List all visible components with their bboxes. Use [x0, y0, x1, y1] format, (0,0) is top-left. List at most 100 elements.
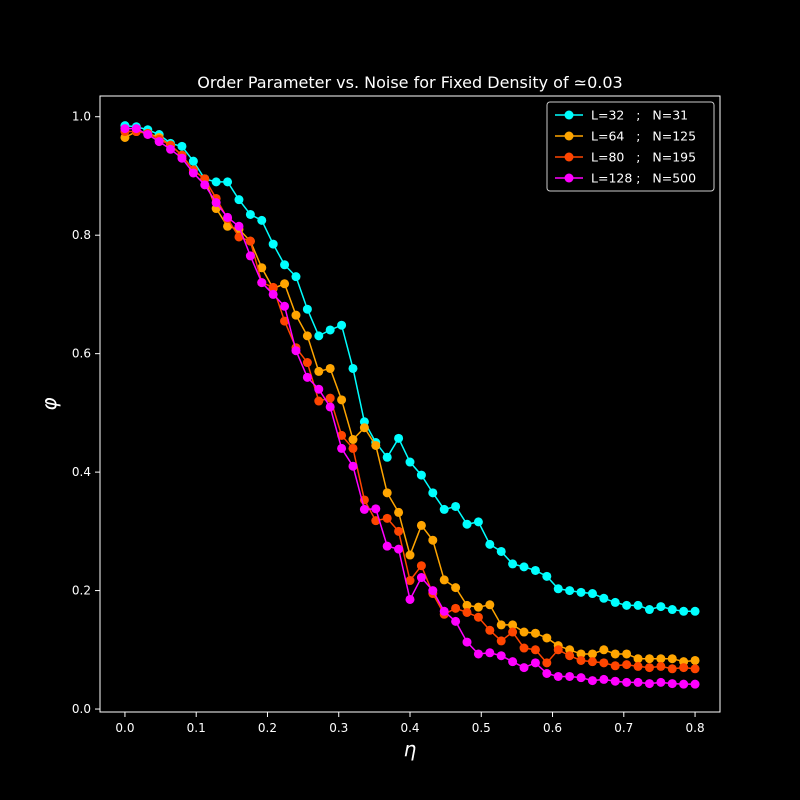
data-point: [325, 402, 335, 412]
data-point: [257, 215, 267, 225]
data-point: [302, 331, 312, 341]
data-point: [405, 457, 415, 467]
y-tick-label: 0.0: [72, 702, 91, 716]
data-point: [428, 535, 438, 545]
data-point: [382, 513, 392, 523]
data-point: [587, 676, 597, 686]
data-point: [473, 517, 483, 527]
data-point: [428, 488, 438, 498]
data-point: [462, 519, 472, 529]
data-point: [542, 633, 552, 643]
data-point: [359, 423, 369, 433]
data-point: [553, 584, 563, 594]
data-point: [496, 620, 506, 630]
y-tick-label: 0.4: [72, 465, 91, 479]
data-point: [496, 636, 506, 646]
data-point: [679, 606, 689, 616]
data-point: [485, 648, 495, 658]
data-point: [587, 589, 597, 599]
data-point: [302, 304, 312, 314]
data-point: [496, 546, 506, 556]
data-point: [679, 679, 689, 689]
data-point: [359, 504, 369, 514]
data-point: [291, 272, 301, 282]
data-point: [394, 544, 404, 554]
data-point: [633, 600, 643, 610]
data-point: [394, 526, 404, 536]
data-point: [542, 571, 552, 581]
data-point: [382, 488, 392, 498]
data-point: [280, 301, 290, 311]
data-point: [291, 346, 301, 356]
series-1: [120, 121, 700, 616]
data-point: [530, 645, 540, 655]
legend: L=32 ; N=31 L=64 ; N=125 L=80 ; N=195 L=128…: [546, 101, 715, 192]
data-point: [143, 130, 153, 139]
data-point: [394, 507, 404, 517]
x-tick-label: 0.1: [187, 721, 206, 735]
data-point: [223, 212, 233, 222]
data-point: [576, 673, 586, 683]
legend-label: L=64 ; N=125: [591, 129, 696, 144]
data-point: [576, 587, 586, 597]
data-point: [245, 251, 255, 261]
data-point: [679, 663, 689, 673]
x-axis-label: η: [404, 737, 417, 761]
data-point: [473, 649, 483, 659]
data-point: [291, 310, 301, 320]
data-point: [622, 600, 632, 610]
data-point: [599, 593, 609, 603]
data-point: [382, 452, 392, 462]
y-tick-label: 0.6: [72, 347, 91, 361]
data-point: [599, 674, 609, 684]
data-point: [610, 649, 620, 659]
x-axis: 0.0 0.1 0.2 0.3 0.4 0.5 0.6 0.7 0.8: [115, 712, 705, 735]
data-point: [462, 600, 472, 610]
data-point: [120, 124, 130, 134]
data-point: [587, 649, 597, 659]
data-point: [177, 141, 187, 151]
data-point: [530, 658, 540, 668]
data-point: [622, 649, 632, 659]
data-point: [667, 654, 677, 664]
data-point: [234, 232, 244, 242]
data-point: [166, 144, 176, 154]
x-tick-label: 0.7: [614, 721, 633, 735]
data-point: [690, 664, 700, 674]
data-point: [211, 198, 221, 208]
data-point: [416, 470, 426, 480]
series-layer: [120, 121, 700, 689]
data-point: [576, 649, 586, 659]
data-point: [268, 289, 278, 299]
data-point: [576, 655, 586, 665]
legend-label: L=128 ; N=500: [591, 171, 696, 186]
data-point: [177, 153, 187, 163]
data-point: [234, 221, 244, 231]
data-point: [348, 443, 358, 453]
data-point: [302, 372, 312, 382]
data-point: [610, 661, 620, 671]
data-point: [622, 660, 632, 670]
data-point: [485, 539, 495, 549]
data-point: [667, 664, 677, 674]
data-point: [188, 156, 198, 166]
data-point: [473, 602, 483, 612]
data-point: [416, 573, 426, 583]
data-point: [348, 435, 358, 445]
data-point: [690, 655, 700, 665]
legend-item: L=128 ; N=500: [555, 171, 696, 186]
legend-marker: [564, 152, 574, 162]
series-3: [120, 127, 700, 674]
data-point: [405, 594, 415, 604]
data-point: [451, 583, 461, 593]
data-point: [154, 137, 164, 147]
data-point: [496, 651, 506, 661]
data-point: [690, 679, 700, 689]
data-point: [394, 433, 404, 443]
data-point: [211, 177, 221, 187]
y-tick-label: 1.0: [72, 110, 91, 124]
data-point: [656, 661, 666, 671]
data-point: [519, 643, 529, 653]
data-point: [314, 384, 324, 394]
